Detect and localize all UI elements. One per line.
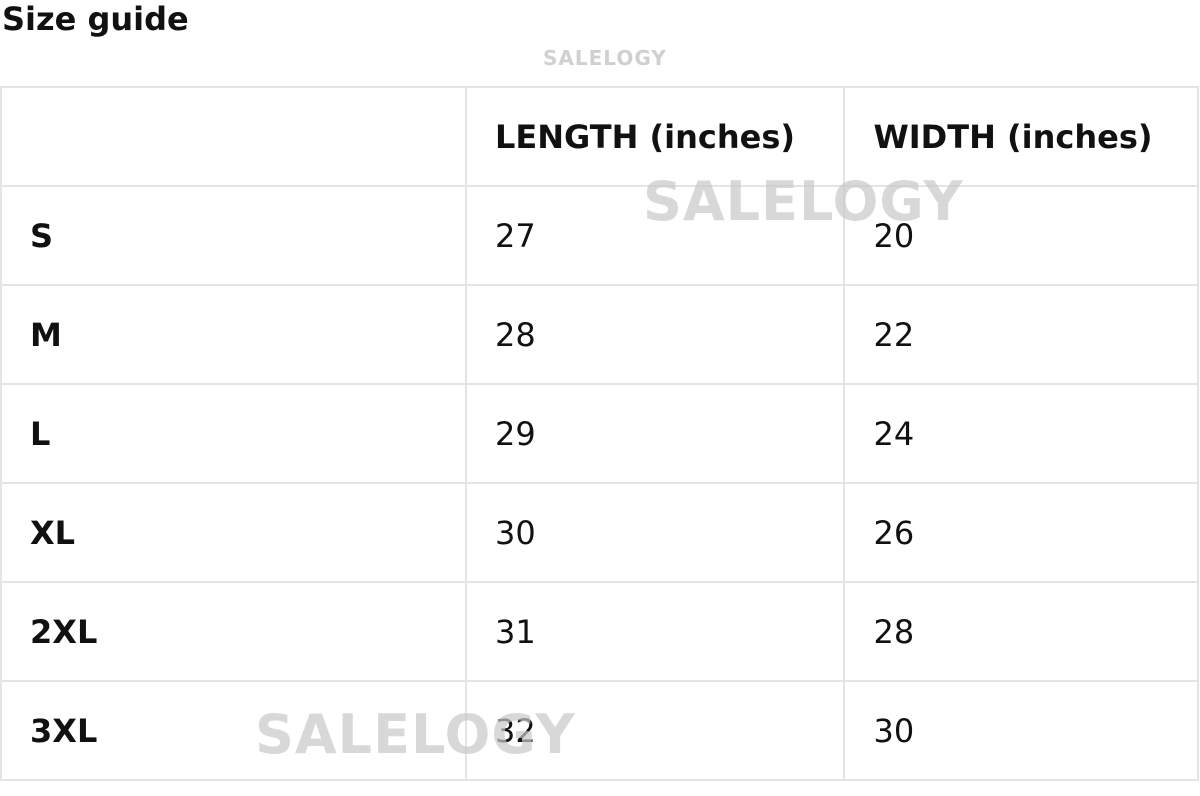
table-row: S 27 20: [0, 185, 1199, 286]
size-guide-table: LENGTH (inches) WIDTH (inches) S 27 20 M 28 2…: [0, 86, 1199, 781]
size-cell: 3XL: [0, 680, 468, 781]
table-row: 3XL 32 30: [0, 680, 1199, 781]
header-row: LENGTH (inches) WIDTH (inches): [0, 86, 1199, 187]
size-cell: M: [0, 284, 468, 385]
header-size: [0, 86, 468, 187]
width-cell: 22: [843, 284, 1199, 385]
width-cell: 20: [843, 185, 1199, 286]
table-row: L 29 24: [0, 383, 1199, 484]
size-cell: L: [0, 383, 468, 484]
header-length: LENGTH (inches): [465, 86, 846, 187]
length-cell: 32: [465, 680, 846, 781]
table-row: XL 30 26: [0, 482, 1199, 583]
width-cell: 28: [843, 581, 1199, 682]
width-cell: 24: [843, 383, 1199, 484]
width-cell: 30: [843, 680, 1199, 781]
header-width: WIDTH (inches): [843, 86, 1199, 187]
table-row: M 28 22: [0, 284, 1199, 385]
size-cell: 2XL: [0, 581, 468, 682]
width-cell: 26: [843, 482, 1199, 583]
length-cell: 29: [465, 383, 846, 484]
size-cell: S: [0, 185, 468, 286]
length-cell: 28: [465, 284, 846, 385]
watermark-logo: SALELOGY: [543, 46, 667, 70]
length-cell: 30: [465, 482, 846, 583]
size-cell: XL: [0, 482, 468, 583]
table-row: 2XL 31 28: [0, 581, 1199, 682]
length-cell: 27: [465, 185, 846, 286]
length-cell: 31: [465, 581, 846, 682]
page-title: Size guide: [2, 0, 189, 38]
